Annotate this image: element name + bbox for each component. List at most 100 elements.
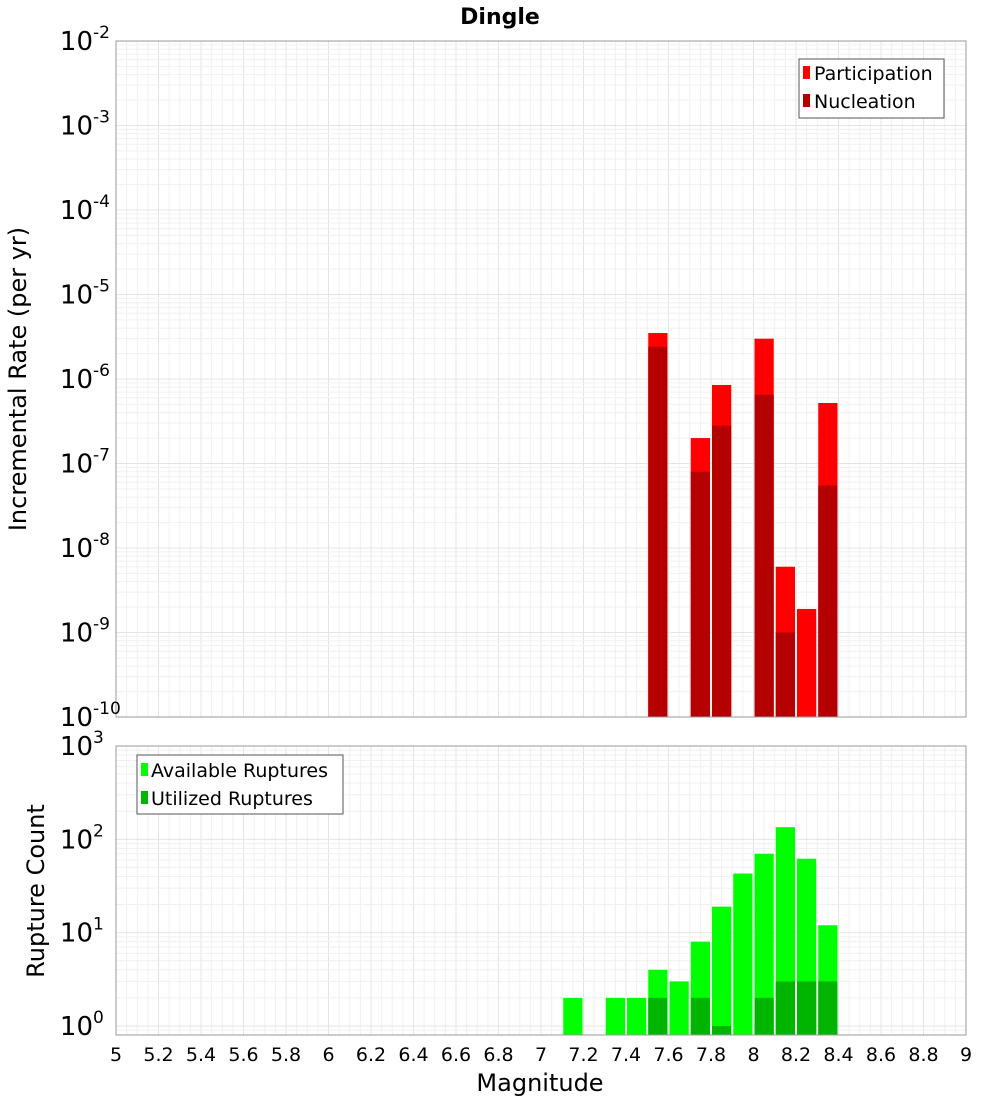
x-tick-label: 5.6 [228,1044,258,1066]
x-tick-label: 7.4 [611,1044,641,1066]
top-y-tick: 10 -5 [60,277,110,311]
top-y-tick-base: 10 [60,365,93,395]
top-bars [648,333,838,717]
top-y-tick-base: 10 [60,619,93,649]
top-y-tick-exponent: -8 [93,530,110,550]
top-y-axis-label: Incremental Rate (per yr) [4,227,32,531]
top-bar-nucleation [648,346,668,717]
top-bar-nucleation [818,485,838,717]
bottom-bar-utilized-ruptures [712,1025,732,1035]
x-tick-label: 5.8 [271,1044,301,1066]
bottom-y-tick: 10 0 [60,1008,104,1042]
top-y-tick-exponent: -5 [93,277,110,297]
chart-title: Dingle [460,5,540,30]
x-tick-label: 8.2 [781,1044,811,1066]
top-y-tick-base: 10 [60,196,93,226]
legend-label-utilized-ruptures: Utilized Ruptures [151,788,313,810]
bottom-bar-available-ruptures [605,997,625,1035]
legend-swatch-participation [803,66,810,79]
bottom-y-tick-base: 10 [60,919,93,949]
top-plot-frame [115,40,967,718]
bottom-y-tick-exponent: 1 [93,915,104,935]
x-tick-label: 7.2 [568,1044,598,1066]
bottom-y-tick: 10 2 [60,821,104,855]
x-tick-label: 5 [110,1044,122,1066]
top-legend: Participation Nucleation [798,58,945,119]
top-y-tick-exponent: -3 [93,108,110,128]
top-y-tick: 10 -2 [60,23,110,57]
bottom-y-tick-exponent: 2 [93,821,104,841]
bottom-y-axis-label: Rupture Count [22,804,50,978]
x-tick-label: 6.2 [356,1044,386,1066]
top-y-tick: 10 -9 [60,615,110,649]
x-tick-label: 6.6 [441,1044,471,1066]
legend-swatch-nucleation [803,94,810,107]
x-tick-label: 8 [747,1044,759,1066]
top-bar-nucleation [712,425,732,717]
bottom-bar-utilized-ruptures [754,997,774,1035]
bottom-y-tick: 10 1 [60,915,104,949]
top-y-tick-exponent: -9 [93,615,110,635]
bottom-bar-available-ruptures [563,997,583,1035]
bottom-y-tick-exponent: 0 [93,1008,104,1028]
top-y-tick: 10 -3 [60,108,110,142]
x-tick-label: 9 [960,1044,972,1066]
top-y-tick: 10 -4 [60,192,110,226]
legend-label-nucleation: Nucleation [814,91,916,113]
top-bar-nucleation [690,471,710,717]
legend-label-available-ruptures: Available Ruptures [151,760,328,782]
bottom-bar-available-ruptures [754,853,774,1035]
bottom-bar-available-ruptures [712,906,732,1035]
top-y-tick-base: 10 [60,450,93,480]
x-tick-label: 8.8 [908,1044,938,1066]
top-y-tick: 10 -7 [60,446,110,480]
top-y-tick-exponent: -6 [93,361,110,381]
top-y-tick: 10 -10 [60,699,121,733]
x-tick-label: 5.2 [143,1044,173,1066]
x-tick-label: 8.4 [823,1044,853,1066]
top-bar-nucleation [775,632,795,717]
bottom-bar-utilized-ruptures [797,981,817,1035]
x-tick-label: 6 [322,1044,334,1066]
bottom-plot-frame [115,745,967,1036]
bottom-y-tick-base: 10 [60,825,93,855]
x-ticks: 5 5.2 5.4 5.6 5.8 6 6.2 6.4 6.6 6.8 7 7.2 7.4 7.6 7.8 8… [110,1044,972,1066]
x-tick-label: 8.6 [866,1044,896,1066]
x-tick-label: 6.8 [483,1044,513,1066]
bottom-y-tick-base: 10 [60,732,93,762]
x-tick-label: 7 [535,1044,547,1066]
top-y-tick-exponent: -4 [93,192,110,212]
bottom-bar-available-ruptures [669,981,689,1035]
legend-label-participation: Participation [814,63,933,85]
legend-swatch-utilized-ruptures [141,791,148,804]
x-tick-label: 5.4 [186,1044,216,1066]
legend-swatch-available-ruptures [141,763,148,776]
bottom-y-tick-base: 10 [60,1012,93,1042]
x-tick-label: 6.4 [398,1044,428,1066]
top-y-tick: 10 -8 [60,530,110,564]
top-grid [115,40,967,718]
top-bar-nucleation [754,394,774,717]
bottom-y-tick: 10 3 [60,728,104,762]
bottom-bar-utilized-ruptures [690,997,710,1035]
top-y-tick: 10 -6 [60,361,110,395]
top-y-tick-exponent: -7 [93,446,110,466]
top-bar-participation [797,608,817,717]
bottom-bar-available-ruptures [627,997,647,1035]
x-axis-label: Magnitude [476,1069,603,1097]
top-y-tick-base: 10 [60,27,93,57]
bottom-legend: Available Ruptures Utilized Ruptures [136,754,344,815]
top-y-tick-base: 10 [60,112,93,142]
bottom-bar-available-ruptures [733,873,753,1035]
bottom-bar-utilized-ruptures [648,997,668,1035]
top-legend-box [798,58,945,119]
x-tick-label: 7.8 [696,1044,726,1066]
x-tick-label: 7.6 [653,1044,683,1066]
bottom-bars [563,827,838,1035]
top-y-tick-base: 10 [60,534,93,564]
bottom-legend-box [136,754,344,815]
top-y-tick-base: 10 [60,703,93,733]
